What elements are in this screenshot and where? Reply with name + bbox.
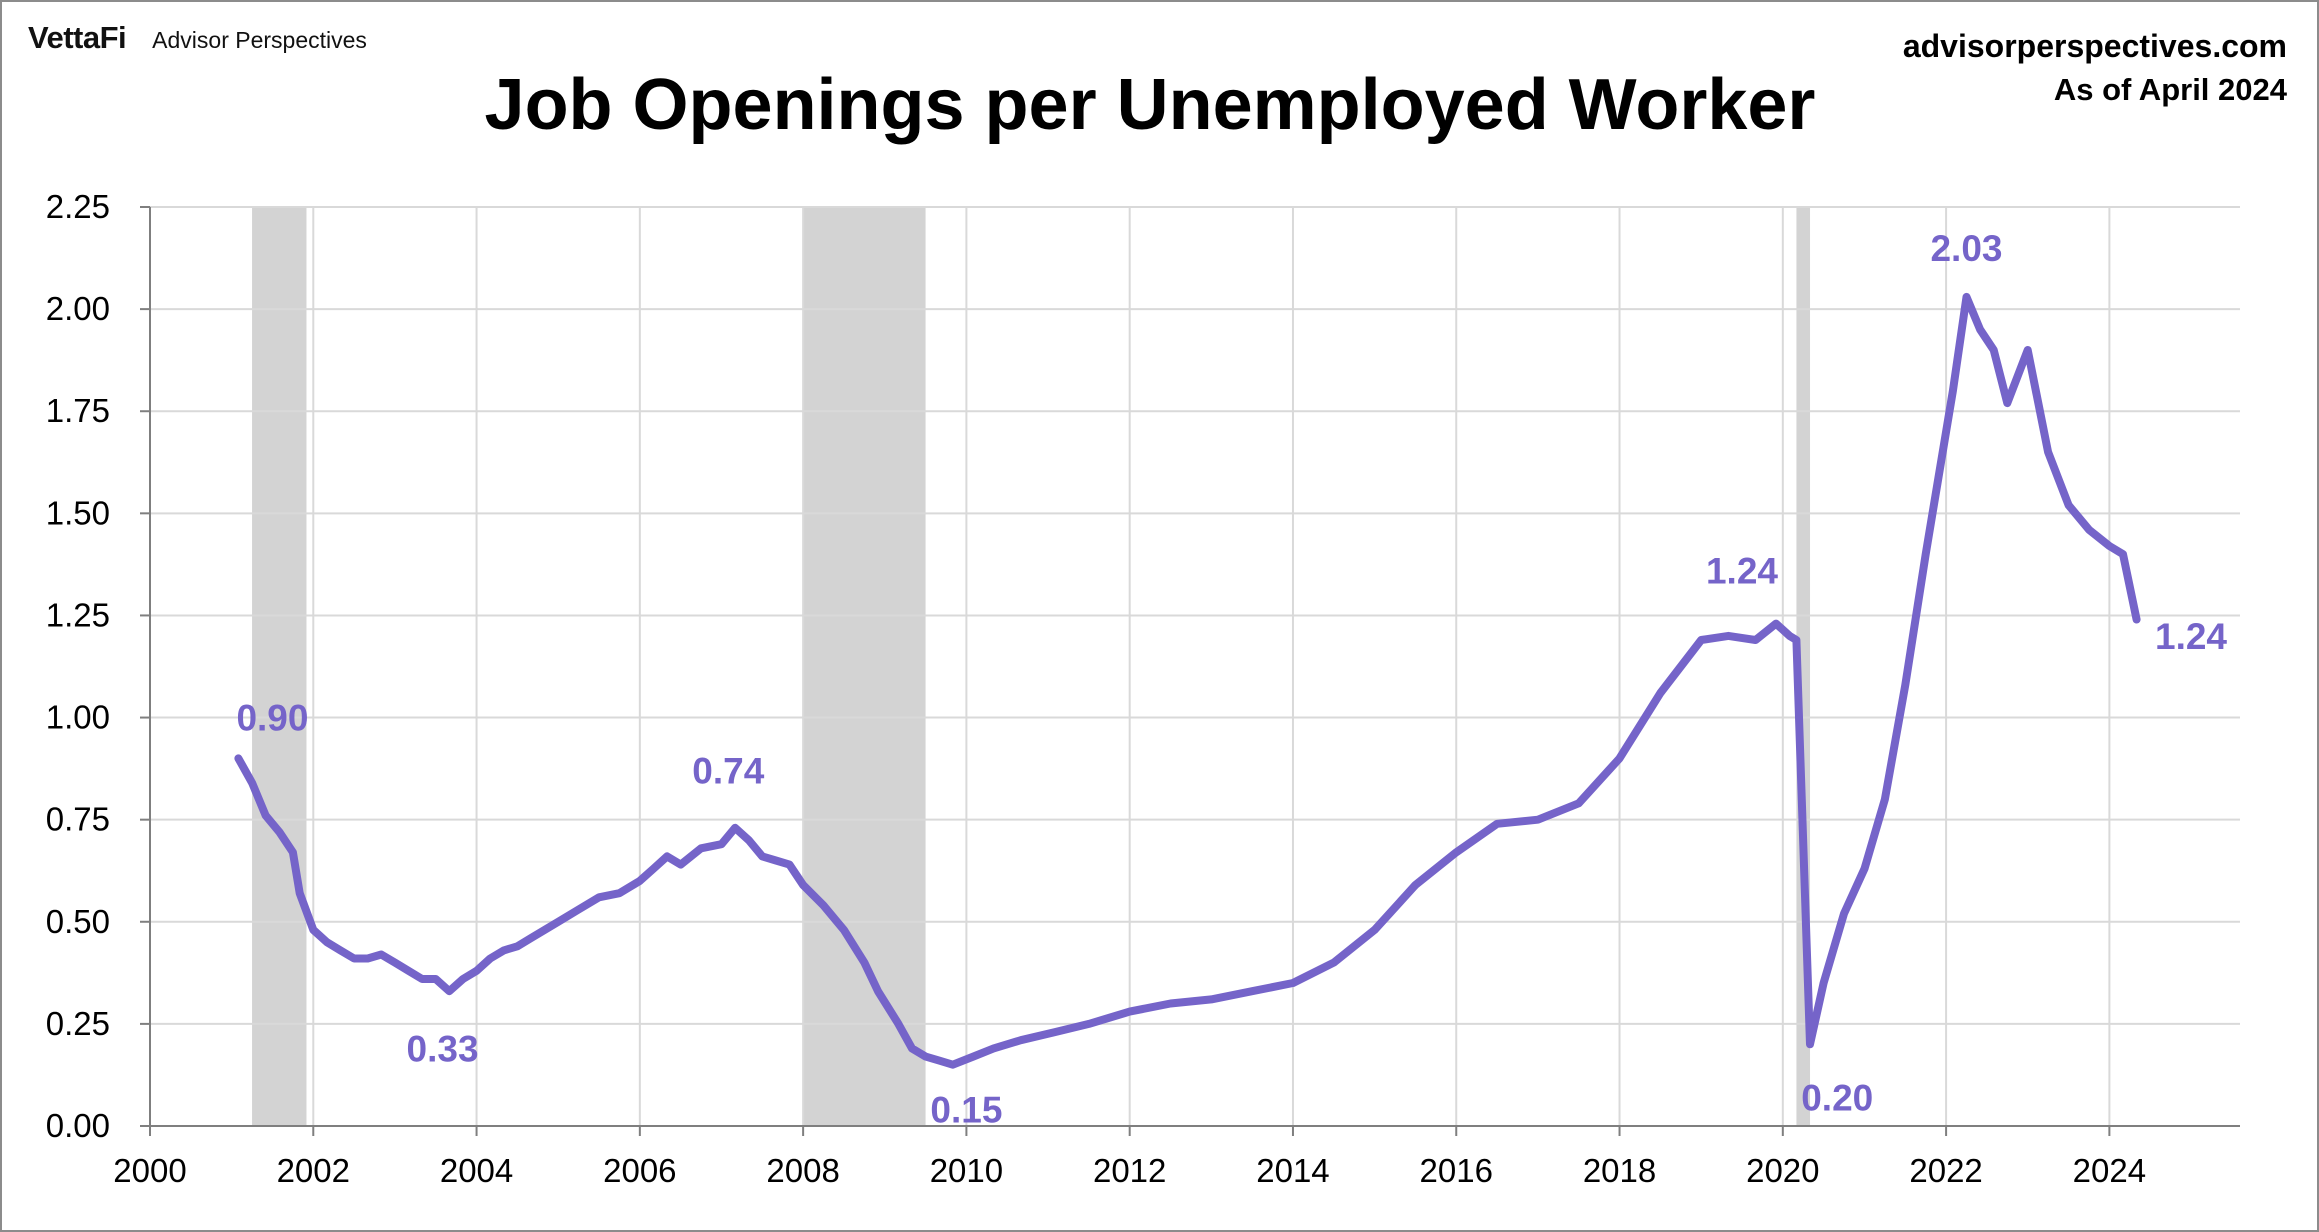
x-tick-label: 2010 (930, 1152, 1003, 1189)
data-label: 0.15 (930, 1090, 1002, 1131)
recession-band (252, 207, 307, 1126)
x-tick-label: 2004 (440, 1152, 513, 1189)
data-label: 0.20 (1801, 1077, 1873, 1118)
x-tick-label: 2008 (766, 1152, 839, 1189)
series-line (234, 292, 2141, 1069)
chart-title: Job Openings per Unemployed Worker (484, 65, 1816, 145)
brand-subtitle: Advisor Perspectives (152, 27, 367, 53)
data-label: 0.33 (407, 1028, 479, 1069)
y-tick-label: 1.00 (46, 699, 110, 736)
x-tick-label: 2024 (2073, 1152, 2146, 1189)
y-tick-label: 2.25 (46, 188, 110, 225)
x-tick-label: 2014 (1256, 1152, 1329, 1189)
y-tick-label: 1.25 (46, 596, 110, 633)
data-label: 0.74 (692, 751, 764, 792)
x-tick-label: 2022 (1909, 1152, 1982, 1189)
data-label: 2.03 (1930, 228, 2002, 269)
y-tick-label: 1.75 (46, 392, 110, 429)
source-url: advisorperspectives.com (1902, 28, 2287, 64)
x-tick-label: 2000 (113, 1152, 186, 1189)
x-tick-label: 2002 (277, 1152, 350, 1189)
y-tick-label: 2.00 (46, 290, 110, 327)
data-label: 0.90 (236, 698, 308, 739)
recession-band (803, 207, 926, 1126)
x-tick-label: 2018 (1583, 1152, 1656, 1189)
data-label: 1.24 (1706, 551, 1778, 592)
data-label: 1.24 (2155, 616, 2227, 657)
source-block: advisorperspectives.com As of April 2024 (1903, 24, 2287, 112)
y-tick-label: 0.25 (46, 1005, 110, 1042)
y-tick-label: 0.75 (46, 801, 110, 838)
y-tick-label: 0.50 (46, 903, 110, 940)
brand-header: VettaFi Advisor Perspectives (28, 20, 367, 56)
x-tick-label: 2016 (1420, 1152, 1493, 1189)
x-tick-label: 2006 (603, 1152, 676, 1189)
y-tick-label: 1.50 (46, 494, 110, 531)
x-tick-label: 2012 (1093, 1152, 1166, 1189)
x-tick-label: 2020 (1746, 1152, 1819, 1189)
vettafi-logo: VettaFi (28, 20, 127, 55)
as-of-date: As of April 2024 (2053, 72, 2287, 107)
y-tick-label: 0.00 (46, 1107, 110, 1144)
